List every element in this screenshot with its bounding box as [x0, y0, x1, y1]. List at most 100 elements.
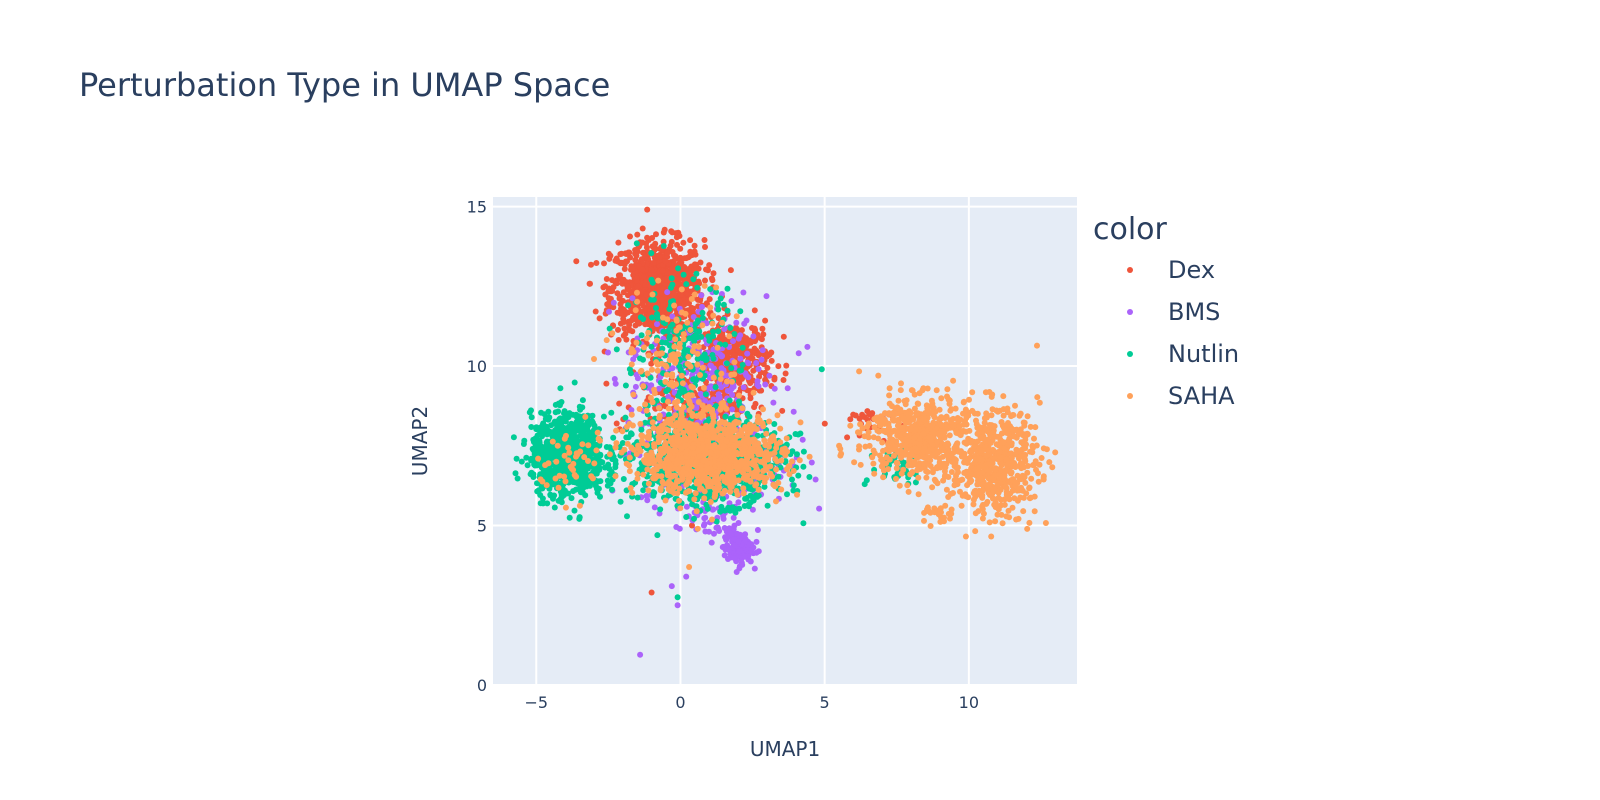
data-point	[762, 369, 768, 376]
data-point	[771, 385, 778, 392]
data-point	[547, 447, 554, 454]
data-point	[725, 504, 732, 511]
data-point	[784, 385, 791, 392]
data-point	[619, 440, 626, 446]
data-point	[691, 242, 698, 249]
data-point	[699, 303, 705, 310]
data-point	[719, 333, 726, 340]
data-point	[528, 407, 534, 414]
data-point	[634, 231, 641, 238]
data-point	[709, 369, 715, 376]
data-point	[691, 261, 698, 268]
data-point	[648, 296, 655, 303]
data-point	[790, 408, 797, 415]
data-point	[648, 276, 655, 283]
data-point	[536, 445, 542, 452]
data-point	[761, 483, 768, 490]
data-point	[722, 341, 729, 348]
data-point	[673, 234, 680, 241]
data-point	[632, 383, 639, 390]
data-point	[648, 343, 655, 350]
data-point	[604, 482, 611, 489]
data-point	[573, 411, 580, 418]
data-point	[612, 460, 619, 467]
data-point	[653, 305, 659, 311]
data-point	[596, 442, 603, 449]
data-point	[724, 307, 731, 314]
data-point	[626, 322, 633, 328]
data-point	[821, 420, 828, 427]
data-point	[753, 360, 760, 366]
data-point	[746, 485, 753, 492]
data-point	[726, 525, 733, 532]
data-point	[676, 525, 683, 532]
data-point	[693, 404, 700, 411]
data-point	[606, 451, 613, 458]
data-point	[624, 309, 631, 316]
data-point	[750, 389, 757, 396]
data-point	[643, 240, 650, 247]
data-point	[773, 466, 780, 473]
data-point	[542, 446, 549, 453]
data-point	[718, 384, 725, 391]
data-point	[737, 332, 744, 339]
data-point	[790, 487, 797, 494]
data-point	[649, 419, 656, 426]
data-point	[683, 514, 690, 520]
data-point	[620, 332, 627, 339]
data-point	[654, 321, 660, 328]
data-point	[794, 451, 800, 458]
data-point	[725, 556, 731, 562]
y-tick-label: 10	[467, 357, 487, 376]
data-point	[727, 267, 734, 274]
data-point	[744, 359, 751, 366]
data-point	[648, 589, 655, 596]
data-point	[644, 234, 651, 241]
data-point	[719, 353, 726, 359]
data-point	[610, 304, 617, 311]
data-point	[589, 412, 596, 419]
data-point	[852, 412, 859, 419]
data-point	[524, 462, 531, 469]
data-point	[638, 308, 645, 315]
data-point	[605, 349, 611, 356]
data-point	[612, 473, 619, 480]
data-point	[644, 305, 651, 312]
data-point	[573, 258, 580, 265]
data-point	[666, 333, 673, 340]
data-point	[665, 398, 671, 405]
data-point	[699, 309, 706, 316]
data-point	[640, 356, 646, 363]
data-point	[626, 326, 633, 333]
data-point	[537, 462, 544, 469]
data-point	[617, 251, 624, 258]
data-point	[624, 282, 631, 289]
data-point	[731, 555, 738, 562]
data-point	[668, 583, 675, 590]
data-point	[763, 430, 770, 437]
data-point	[656, 254, 663, 261]
data-point	[698, 292, 705, 299]
data-point	[762, 317, 769, 324]
data-point	[664, 289, 671, 296]
data-point	[730, 338, 736, 345]
data-point	[603, 380, 610, 387]
data-point	[701, 495, 708, 502]
data-point	[721, 326, 728, 332]
data-point	[733, 342, 740, 349]
data-point	[702, 397, 708, 404]
data-point	[703, 356, 710, 363]
data-point	[581, 474, 587, 481]
data-point	[774, 412, 781, 419]
data-point	[638, 332, 645, 339]
data-point	[740, 289, 747, 296]
data-point	[555, 423, 562, 430]
data-point	[720, 301, 727, 308]
data-point	[532, 435, 539, 442]
data-point	[659, 296, 665, 303]
data-point	[621, 325, 628, 332]
data-point	[739, 361, 746, 368]
data-point	[729, 406, 736, 413]
data-point	[664, 386, 671, 393]
